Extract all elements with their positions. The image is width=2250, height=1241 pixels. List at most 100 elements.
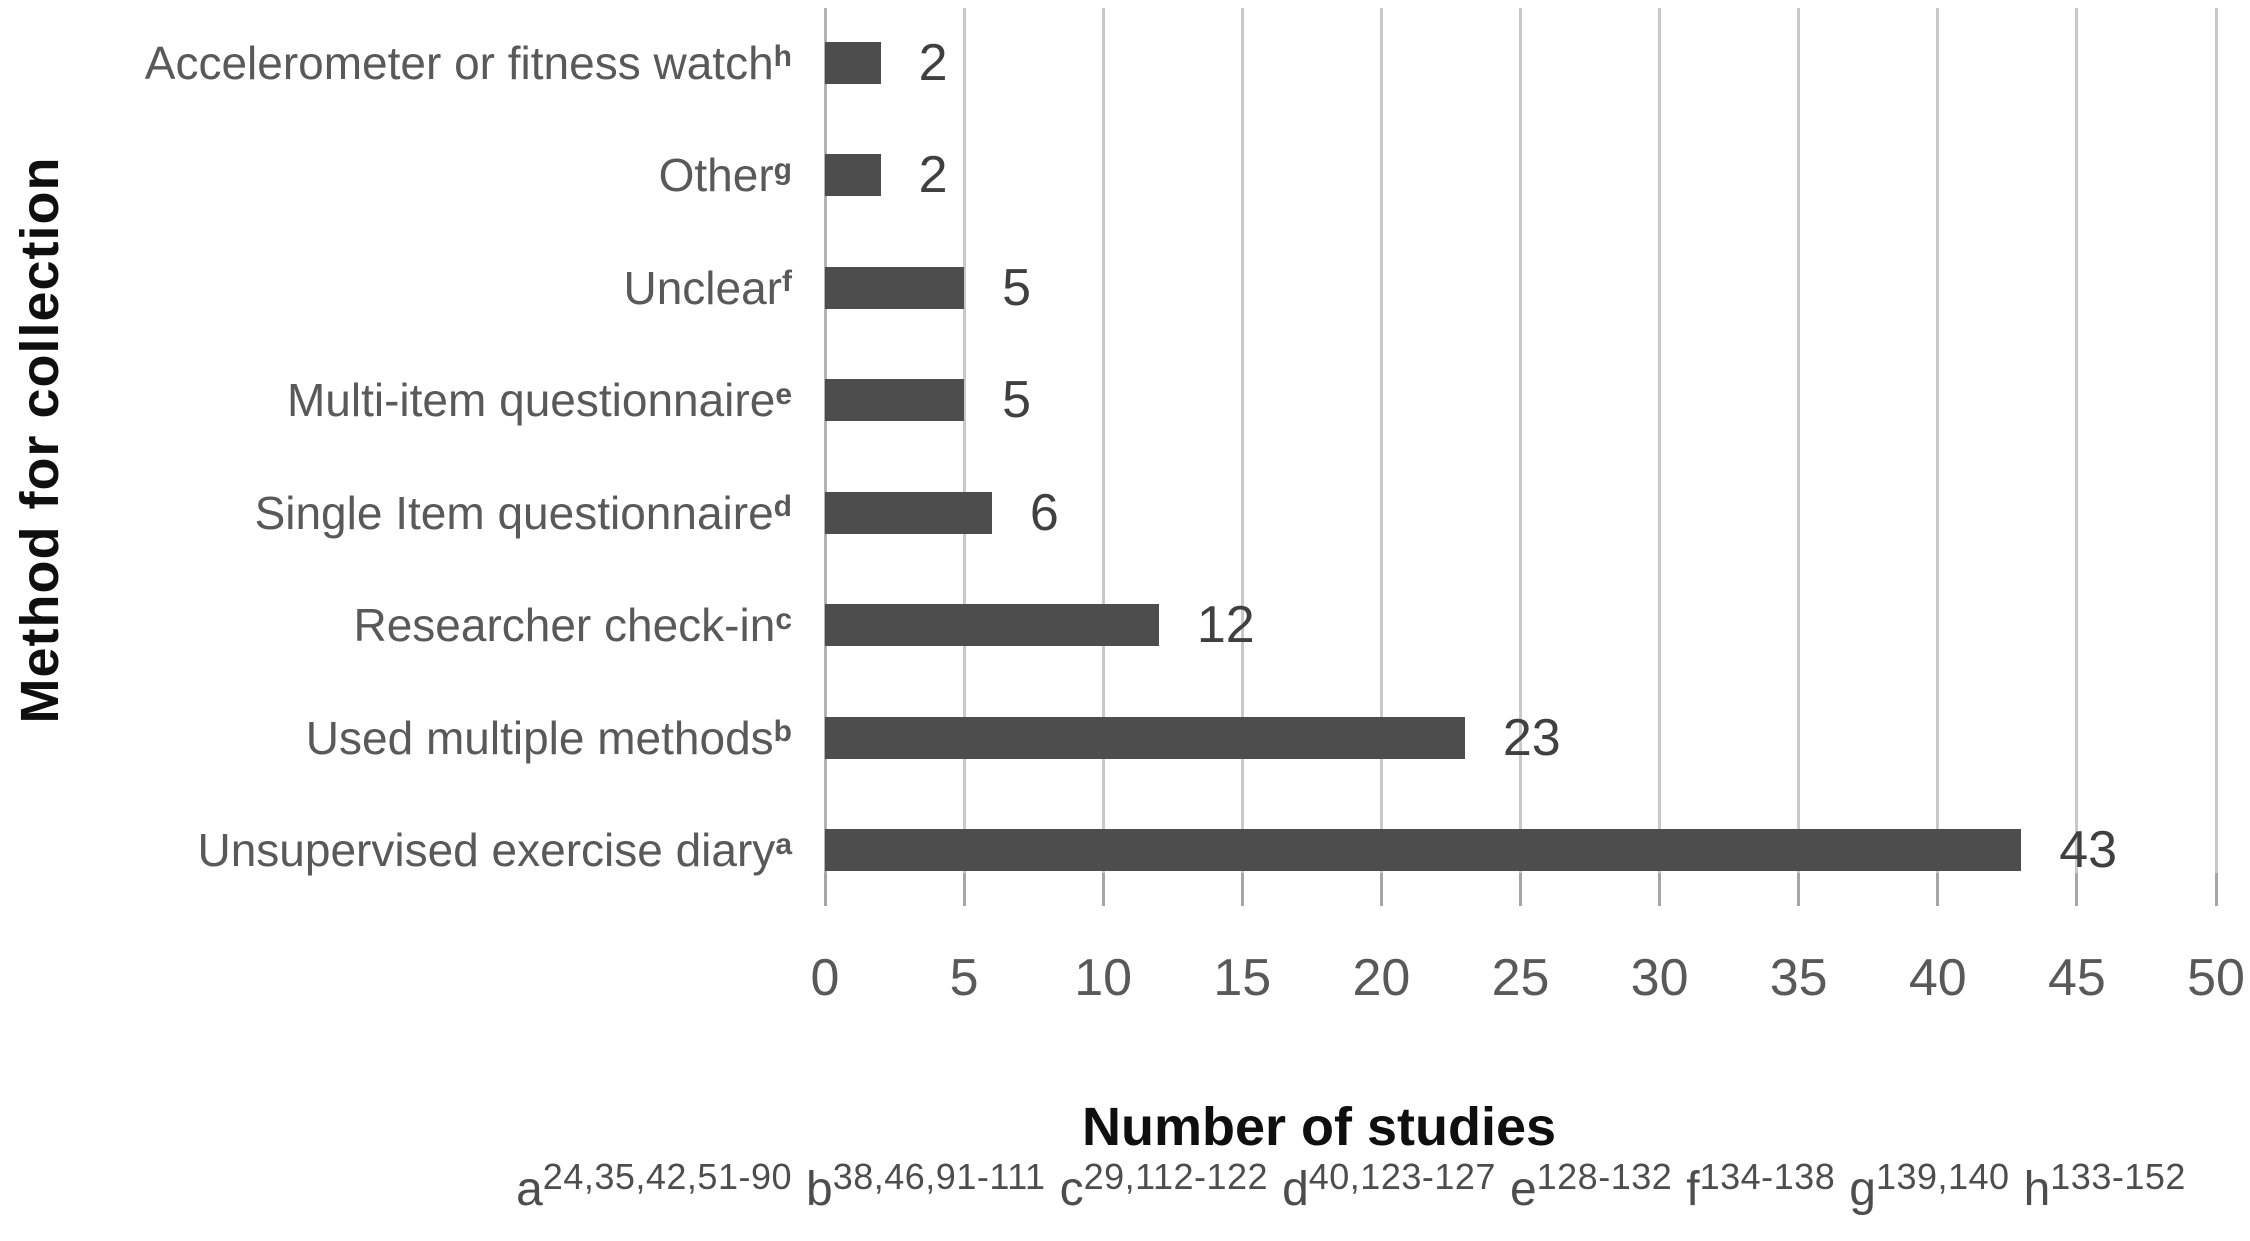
- footnote-ref-letter: a: [516, 1163, 543, 1216]
- tick-mark-x-40: [1936, 873, 1940, 906]
- footnote-ref-numbers: 24,35,42,51-90: [542, 1156, 793, 1197]
- footnote-ref-c: c29,112-122: [1059, 1156, 1269, 1216]
- footnote-ref-letter: c: [1059, 1163, 1084, 1216]
- category-label-multi-item-questionnaire: Multi-item questionnairee: [0, 373, 792, 427]
- bar-other: [825, 154, 881, 196]
- category-label-single-item-questionnaire: Single Item questionnaired: [0, 486, 792, 540]
- tick-mark-x-15: [1240, 873, 1244, 906]
- tick-label-x-30: 30: [1630, 949, 1689, 1007]
- footnote-ref-a: a24,35,42,51-90: [516, 1156, 792, 1216]
- category-label-researcher-check-in: Researcher check-inc: [0, 598, 792, 652]
- footnote-ref-letter: h: [2023, 1163, 2051, 1216]
- tick-mark-x-0: [823, 873, 827, 906]
- footnote-ref-f: f134-138: [1686, 1156, 1835, 1216]
- category-superscript: b: [773, 715, 792, 749]
- bar-single-item-questionnaire: [825, 491, 992, 534]
- footnote-ref-numbers: 133-152: [2050, 1156, 2186, 1197]
- category-label-other: Otherg: [0, 148, 792, 202]
- tick-label-x-5: 5: [949, 949, 979, 1007]
- category-superscript: c: [775, 602, 792, 636]
- category-text: Unclear: [623, 261, 782, 314]
- footnote-ref-letter: f: [1686, 1163, 1700, 1216]
- tick-label-x-40: 40: [1908, 949, 1967, 1007]
- footnote-ref-letter: e: [1509, 1163, 1537, 1216]
- tick-mark-x-10: [1101, 873, 1105, 906]
- tick-mark-x-5: [962, 873, 966, 906]
- footnote-ref-numbers: 29,112-122: [1083, 1156, 1269, 1197]
- footnote-ref-h: h133-152: [2023, 1156, 2186, 1216]
- tick-mark-x-20: [1379, 873, 1383, 906]
- bar-used-multiple-methods: [825, 716, 1465, 759]
- category-superscript: e: [775, 377, 792, 411]
- category-label-unsupervised-exercise-diary: Unsupervised exercise diarya: [0, 823, 793, 877]
- category-superscript: h: [773, 40, 792, 74]
- footnote-ref-d: d40,123-127: [1282, 1156, 1496, 1216]
- tick-label-x-10: 10: [1074, 949, 1133, 1007]
- x-axis-title: Number of studies: [1081, 1097, 1557, 1157]
- tick-mark-x-50: [2214, 873, 2218, 906]
- tick-label-x-50: 50: [2187, 949, 2245, 1007]
- tick-label-x-0: 0: [810, 949, 840, 1007]
- gridline-x-45: [2075, 8, 2079, 873]
- category-text: Other: [658, 149, 774, 201]
- bar-researcher-check-in: [825, 604, 1159, 646]
- gridline-x-50: [2214, 8, 2218, 873]
- category-superscript: f: [782, 265, 792, 299]
- bar-multi-item-questionnaire: [825, 379, 965, 421]
- category-label-accelerometer-or-fitness-watch: Accelerometer or fitness watchh: [0, 36, 792, 90]
- category-superscript: a: [775, 827, 792, 861]
- value-label-other: 2: [918, 146, 948, 204]
- tick-label-x-20: 20: [1352, 949, 1411, 1007]
- value-label-unclear: 5: [1002, 258, 1032, 317]
- bar-unclear: [825, 266, 965, 309]
- footnote-references: a24,35,42,51-90 b38,46,91-111 c29,112-122 d…: [516, 1156, 2200, 1217]
- gridline-x-20: [1379, 8, 1383, 873]
- tick-label-x-45: 45: [2047, 949, 2106, 1007]
- tick-label-x-35: 35: [1769, 949, 1828, 1007]
- footnote-ref-numbers: 38,46,91-111: [832, 1156, 1046, 1197]
- category-text: Multi-item questionnaire: [286, 374, 776, 426]
- category-label-used-multiple-methods: Used multiple methodsb: [0, 711, 792, 765]
- footnote-ref-e: e128-132: [1509, 1156, 1672, 1216]
- footnote-ref-b: b38,46,91-111: [806, 1156, 1046, 1216]
- gridline-x-15: [1240, 8, 1244, 873]
- value-label-single-item-questionnaire: 6: [1029, 483, 1059, 542]
- footnote-ref-numbers: 139,140: [1875, 1156, 2010, 1197]
- category-text: Unsupervised exercise diary: [197, 824, 776, 876]
- footnote-ref-numbers: 40,123-127: [1308, 1156, 1496, 1197]
- footnote-ref-letter: b: [806, 1163, 833, 1216]
- gridline-x-40: [1936, 8, 1940, 873]
- category-label-unclear: Unclearf: [0, 261, 792, 315]
- category-text: Researcher check-in: [353, 599, 776, 651]
- bar-accelerometer-or-fitness-watch: [825, 41, 881, 84]
- footnote-ref-letter: d: [1282, 1163, 1309, 1216]
- gridline-x-25: [1519, 8, 1522, 873]
- footnote-ref-letter: g: [1849, 1163, 1876, 1216]
- value-label-multi-item-questionnaire: 5: [1002, 371, 1032, 429]
- tick-label-x-25: 25: [1491, 949, 1550, 1007]
- tick-mark-x-45: [2075, 873, 2079, 906]
- tick-label-x-15: 15: [1213, 949, 1272, 1007]
- category-superscript: d: [773, 490, 792, 524]
- value-label-accelerometer-or-fitness-watch: 2: [918, 33, 948, 92]
- tick-mark-x-30: [1658, 873, 1662, 906]
- gridline-x-35: [1797, 8, 1801, 873]
- value-label-used-multiple-methods: 23: [1502, 708, 1561, 767]
- footnote-ref-g: g139,140: [1849, 1156, 2009, 1216]
- tick-mark-x-25: [1519, 873, 1522, 906]
- footnote-ref-numbers: 134-138: [1699, 1156, 1836, 1197]
- gridline-x-5: [962, 8, 966, 873]
- category-text: Accelerometer or fitness watch: [144, 36, 774, 89]
- gridline-x-10: [1101, 8, 1105, 873]
- tick-mark-x-35: [1797, 873, 1801, 906]
- axis-zero-line: [823, 8, 827, 873]
- category-text: Single Item questionnaire: [254, 486, 774, 539]
- bar-unsupervised-exercise-diary: [825, 829, 2022, 871]
- category-superscript: g: [773, 152, 792, 186]
- footnote-ref-numbers: 128-132: [1536, 1156, 1673, 1197]
- category-text: Used multiple methods: [305, 711, 774, 764]
- value-label-researcher-check-in: 12: [1196, 596, 1255, 654]
- value-label-unsupervised-exercise-diary: 43: [2059, 821, 2118, 879]
- gridline-x-30: [1658, 8, 1662, 873]
